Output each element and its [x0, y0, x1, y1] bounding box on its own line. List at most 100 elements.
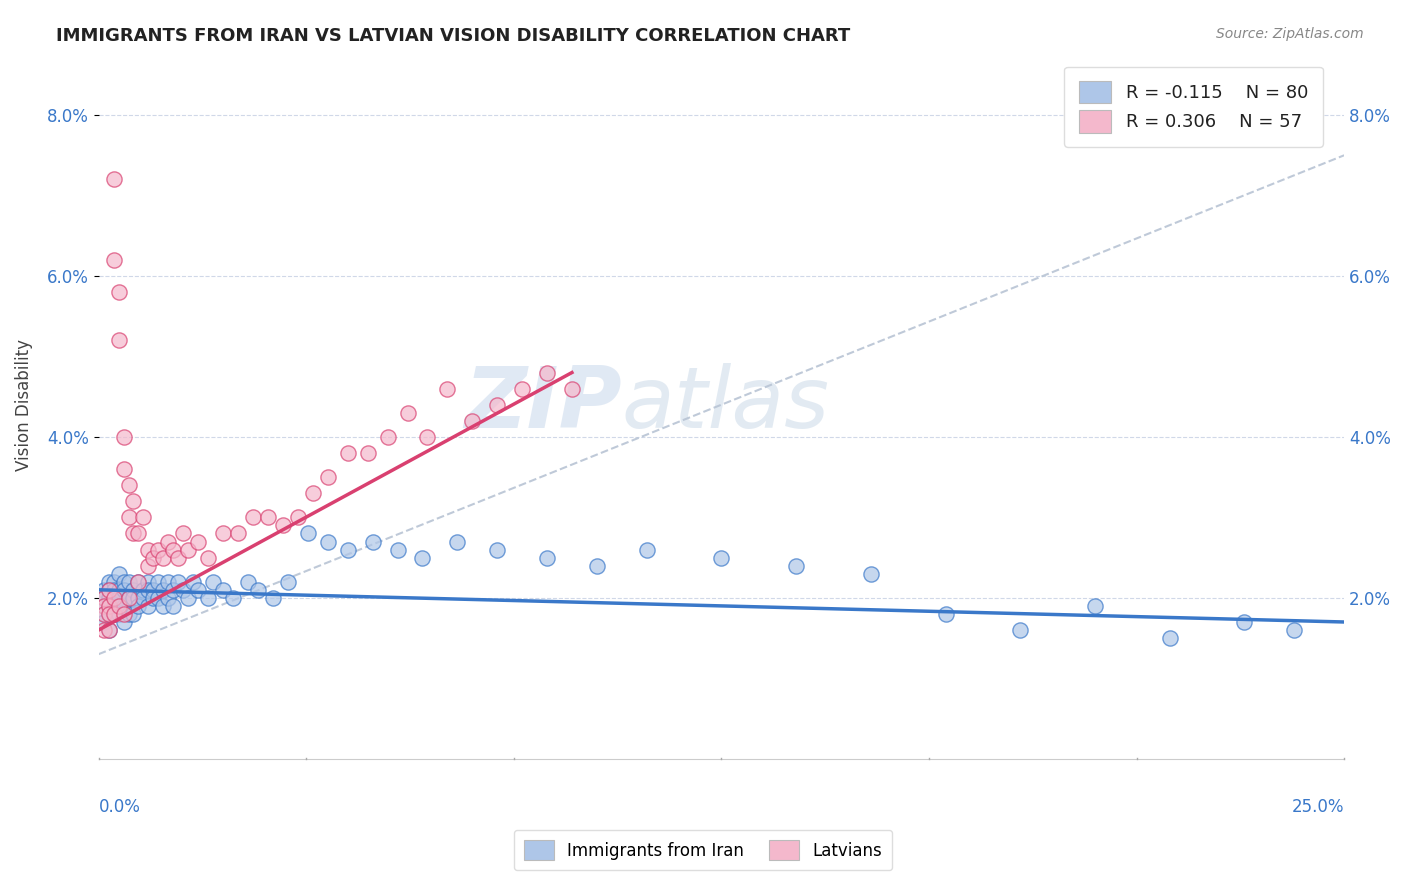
Point: [287, 510, 309, 524]
Legend: Immigrants from Iran, Latvians: Immigrants from Iran, Latvians: [513, 830, 893, 871]
Point: [93, 607, 115, 621]
Point: [93, 591, 115, 605]
Point: [262, 591, 284, 605]
Point: [167, 550, 190, 565]
Point: [107, 334, 129, 348]
Text: ZIP: ZIP: [464, 363, 621, 446]
Point: [387, 542, 409, 557]
Point: [162, 582, 184, 597]
Point: [97, 607, 120, 621]
Point: [356, 446, 378, 460]
Point: [112, 599, 135, 613]
Point: [93, 599, 115, 613]
Point: [112, 582, 135, 597]
Point: [138, 599, 160, 613]
Point: [859, 566, 882, 581]
Point: [112, 607, 135, 621]
Point: [117, 591, 139, 605]
Point: [148, 591, 170, 605]
Point: [93, 623, 115, 637]
Point: [277, 574, 299, 589]
Point: [152, 599, 174, 613]
Point: [122, 607, 145, 621]
Point: [142, 550, 165, 565]
Point: [152, 550, 174, 565]
Point: [122, 494, 145, 508]
Point: [107, 566, 129, 581]
Point: [212, 526, 235, 541]
Point: [1159, 631, 1181, 645]
Point: [411, 550, 433, 565]
Point: [103, 574, 125, 589]
Point: [316, 534, 339, 549]
Point: [142, 582, 165, 597]
Point: [1084, 599, 1107, 613]
Point: [446, 534, 468, 549]
Point: [1233, 615, 1256, 629]
Point: [167, 574, 190, 589]
Text: 0.0%: 0.0%: [98, 797, 141, 815]
Point: [486, 398, 509, 412]
Point: [396, 406, 419, 420]
Point: [157, 534, 180, 549]
Text: IMMIGRANTS FROM IRAN VS LATVIAN VISION DISABILITY CORRELATION CHART: IMMIGRANTS FROM IRAN VS LATVIAN VISION D…: [56, 27, 851, 45]
Point: [103, 599, 125, 613]
Point: [107, 599, 129, 613]
Text: 25.0%: 25.0%: [1292, 797, 1344, 815]
Point: [510, 382, 533, 396]
Point: [162, 542, 184, 557]
Point: [107, 285, 129, 299]
Point: [177, 542, 200, 557]
Point: [377, 430, 399, 444]
Text: atlas: atlas: [621, 363, 830, 446]
Point: [1284, 623, 1306, 637]
Point: [138, 582, 160, 597]
Point: [142, 591, 165, 605]
Point: [785, 558, 807, 573]
Point: [138, 574, 160, 589]
Point: [117, 574, 139, 589]
Point: [93, 607, 115, 621]
Point: [148, 574, 170, 589]
Point: [247, 582, 270, 597]
Point: [112, 615, 135, 629]
Point: [222, 591, 245, 605]
Point: [93, 591, 115, 605]
Point: [148, 542, 170, 557]
Point: [138, 558, 160, 573]
Point: [97, 599, 120, 613]
Point: [536, 550, 558, 565]
Point: [302, 486, 325, 500]
Point: [127, 599, 149, 613]
Point: [103, 591, 125, 605]
Point: [271, 518, 294, 533]
Point: [416, 430, 439, 444]
Point: [103, 252, 125, 267]
Text: Source: ZipAtlas.com: Source: ZipAtlas.com: [1216, 27, 1364, 41]
Point: [117, 478, 139, 492]
Point: [97, 623, 120, 637]
Point: [436, 382, 458, 396]
Point: [197, 591, 219, 605]
Point: [122, 526, 145, 541]
Point: [97, 623, 120, 637]
Point: [257, 510, 280, 524]
Point: [336, 542, 359, 557]
Point: [132, 591, 155, 605]
Point: [112, 462, 135, 476]
Point: [316, 470, 339, 484]
Point: [103, 607, 125, 621]
Point: [122, 591, 145, 605]
Point: [97, 582, 120, 597]
Point: [157, 574, 180, 589]
Point: [152, 582, 174, 597]
Point: [103, 582, 125, 597]
Point: [93, 599, 115, 613]
Point: [107, 582, 129, 597]
Point: [561, 382, 583, 396]
Point: [710, 550, 733, 565]
Point: [181, 574, 204, 589]
Point: [585, 558, 607, 573]
Point: [97, 582, 120, 597]
Point: [636, 542, 658, 557]
